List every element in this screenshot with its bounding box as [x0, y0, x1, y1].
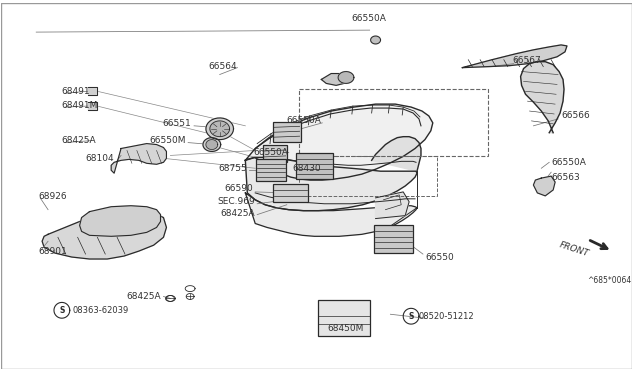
Polygon shape — [88, 102, 97, 110]
Text: 66551: 66551 — [163, 119, 191, 128]
Text: 66567: 66567 — [513, 56, 541, 65]
Text: 66550A: 66550A — [253, 148, 288, 157]
Text: 68491M: 68491M — [62, 100, 98, 110]
Text: 08363-62039: 08363-62039 — [73, 306, 129, 315]
Bar — [273, 184, 308, 202]
Polygon shape — [203, 138, 221, 151]
Polygon shape — [338, 71, 354, 83]
Bar — [318, 301, 370, 336]
Text: SEC.969: SEC.969 — [218, 197, 255, 206]
Text: S: S — [59, 306, 65, 315]
Bar — [256, 159, 286, 181]
Polygon shape — [371, 36, 381, 44]
Text: 68755: 68755 — [219, 164, 247, 173]
Bar — [296, 153, 333, 179]
Polygon shape — [520, 62, 564, 133]
Bar — [299, 156, 436, 196]
Text: 68491: 68491 — [62, 87, 90, 96]
Bar — [263, 145, 287, 162]
Text: ^685*0064: ^685*0064 — [587, 276, 631, 285]
Bar — [299, 89, 488, 156]
Text: S: S — [408, 312, 414, 321]
Polygon shape — [245, 193, 417, 236]
Bar — [374, 225, 413, 253]
Text: 68425A: 68425A — [126, 292, 161, 301]
Text: 68926: 68926 — [38, 192, 67, 201]
Text: 66550A: 66550A — [351, 14, 386, 23]
Polygon shape — [372, 137, 421, 171]
Polygon shape — [206, 140, 218, 150]
Bar — [273, 122, 301, 142]
Text: 68901: 68901 — [38, 247, 67, 256]
Polygon shape — [376, 192, 409, 219]
Text: 66550A: 66550A — [551, 158, 586, 167]
Polygon shape — [245, 157, 417, 211]
Text: 66590: 66590 — [225, 185, 253, 193]
Polygon shape — [88, 87, 97, 95]
Text: 68450M: 68450M — [328, 324, 364, 333]
Polygon shape — [42, 212, 166, 259]
Polygon shape — [462, 45, 567, 68]
Polygon shape — [321, 74, 346, 85]
Text: 66564: 66564 — [209, 62, 237, 71]
Text: 68430: 68430 — [292, 164, 321, 173]
Text: 66550M: 66550M — [150, 136, 186, 145]
Polygon shape — [245, 104, 433, 180]
Polygon shape — [111, 144, 166, 173]
Text: 08520-51212: 08520-51212 — [419, 312, 475, 321]
Text: 66566: 66566 — [561, 112, 590, 121]
Polygon shape — [206, 118, 234, 140]
Polygon shape — [79, 206, 161, 236]
Text: 68104: 68104 — [86, 154, 114, 163]
Text: 68425A: 68425A — [62, 136, 97, 145]
Text: 66550: 66550 — [425, 253, 454, 262]
Text: 66550A: 66550A — [287, 116, 321, 125]
Polygon shape — [210, 121, 230, 137]
Polygon shape — [533, 176, 555, 196]
Text: 66563: 66563 — [551, 173, 580, 182]
Text: FRONT: FRONT — [558, 240, 590, 258]
Text: 68425A: 68425A — [221, 209, 255, 218]
